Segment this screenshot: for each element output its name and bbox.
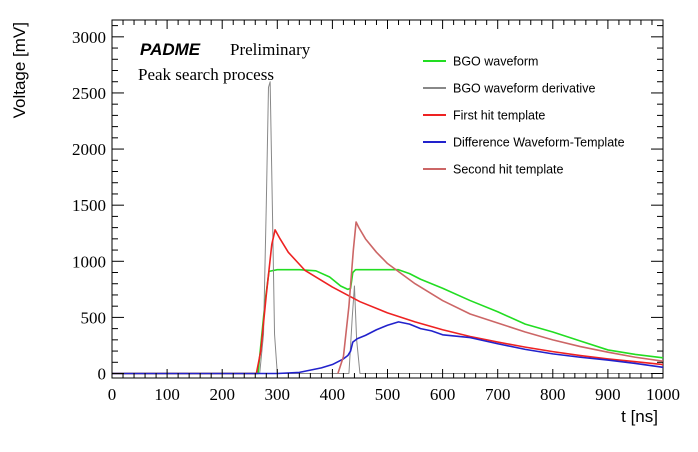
x-tick-label-8: 800 bbox=[540, 385, 566, 404]
y-tick-label-2: 1000 bbox=[72, 252, 106, 271]
y-tick-label-6: 3000 bbox=[72, 28, 106, 47]
x-tick-label-0: 0 bbox=[108, 385, 117, 404]
y-tick-label-5: 2500 bbox=[72, 84, 106, 103]
series-line-2 bbox=[112, 229, 664, 375]
x-tick-label-5: 500 bbox=[375, 385, 401, 404]
x-tick-label-3: 300 bbox=[265, 385, 291, 404]
x-tick-label-7: 700 bbox=[485, 385, 511, 404]
brand-label: PADME bbox=[140, 40, 201, 59]
legend-label-4: Second hit template bbox=[453, 163, 564, 177]
x-tick-label-9: 900 bbox=[595, 385, 621, 404]
x-tick-label-6: 600 bbox=[430, 385, 456, 404]
legend-label-0: BGO waveform bbox=[453, 55, 538, 69]
y-axis-label: Voltage [mV] bbox=[10, 22, 29, 118]
y-tick-label-4: 2000 bbox=[72, 140, 106, 159]
series-line-4 bbox=[337, 221, 664, 374]
x-tick-label-4: 400 bbox=[320, 385, 346, 404]
series-layer bbox=[112, 81, 664, 375]
legend-label-2: First hit template bbox=[453, 109, 545, 123]
series-line-1 bbox=[112, 81, 663, 375]
x-tick-label-1: 100 bbox=[154, 385, 180, 404]
series-line-0 bbox=[112, 268, 664, 375]
legend-label-3: Difference Waveform-Template bbox=[453, 136, 625, 150]
legend-label-1: BGO waveform derivative bbox=[453, 82, 595, 96]
subtitle-label: Peak search process bbox=[138, 65, 274, 84]
legend: BGO waveform BGO waveform derivative First… bbox=[423, 55, 625, 177]
y-tick-label-0: 0 bbox=[98, 365, 107, 384]
y-tick-label-1: 500 bbox=[81, 308, 107, 327]
x-tick-label-10: 1000 bbox=[646, 385, 680, 404]
tick-layer: 0 100 200 300 400 500 600 700 800 900 1000 0 500 1000… bbox=[72, 20, 680, 404]
x-tick-label-2: 200 bbox=[209, 385, 235, 404]
y-tick-label-3: 1500 bbox=[72, 196, 106, 215]
x-axis-label: t [ns] bbox=[621, 407, 658, 426]
series-line-3 bbox=[112, 321, 664, 375]
status-label: Preliminary bbox=[230, 40, 311, 59]
